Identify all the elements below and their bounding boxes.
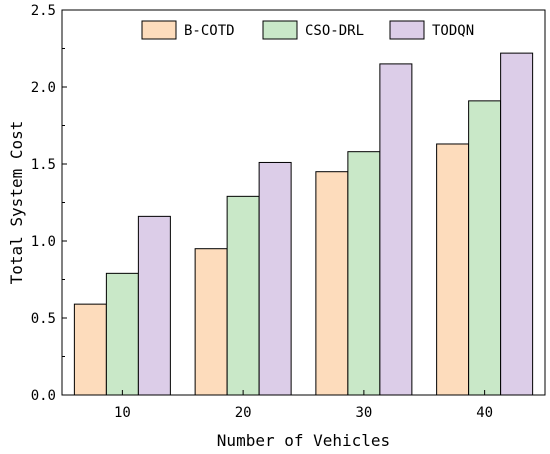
bar-todqn-40	[500, 52, 534, 396]
bar-cso-drl-10	[105, 272, 139, 396]
bar-todqn-20	[258, 161, 292, 396]
bar-b-cotd-40	[436, 143, 470, 396]
y-axis-label: Total System Cost	[7, 121, 26, 285]
bars-layer	[73, 52, 534, 396]
y-tick-label: 0.5	[31, 311, 56, 327]
legend: B-COTD CSO-DRL TODQN	[141, 20, 474, 40]
x-axis: 10 20 30 40	[114, 390, 493, 421]
x-tick-label-40: 40	[476, 405, 493, 421]
y-axis: 0.0 0.5 1.0 1.5 2.0 2.5	[31, 3, 67, 404]
y-tick-label: 2.0	[31, 80, 56, 96]
y-tick-label: 1.0	[31, 234, 56, 250]
bar-b-cotd-30	[315, 171, 349, 396]
bar-cso-drl-30	[347, 151, 381, 396]
bar-todqn-10	[137, 215, 171, 396]
legend-swatch-b-cotd	[141, 20, 177, 40]
bar-b-cotd-10	[73, 303, 107, 396]
legend-swatch-cso-drl	[262, 20, 298, 40]
y-tick-label: 2.5	[31, 3, 56, 19]
legend-label-cso-drl: CSO-DRL	[305, 23, 364, 39]
y-tick-label: 1.5	[31, 157, 56, 173]
bar-cso-drl-40	[468, 100, 502, 396]
y-tick-label: 0.0	[31, 388, 56, 404]
bar-cso-drl-20	[226, 195, 260, 396]
x-tick-label-30: 30	[355, 405, 372, 421]
legend-swatch-todqn	[389, 20, 425, 40]
x-tick-label-20: 20	[235, 405, 252, 421]
bar-todqn-30	[379, 63, 413, 396]
x-axis-label: Number of Vehicles	[217, 431, 390, 450]
legend-label-todqn: TODQN	[432, 23, 474, 39]
x-tick-label-10: 10	[114, 405, 131, 421]
bar-b-cotd-20	[194, 248, 228, 396]
legend-label-b-cotd: B-COTD	[184, 23, 235, 39]
